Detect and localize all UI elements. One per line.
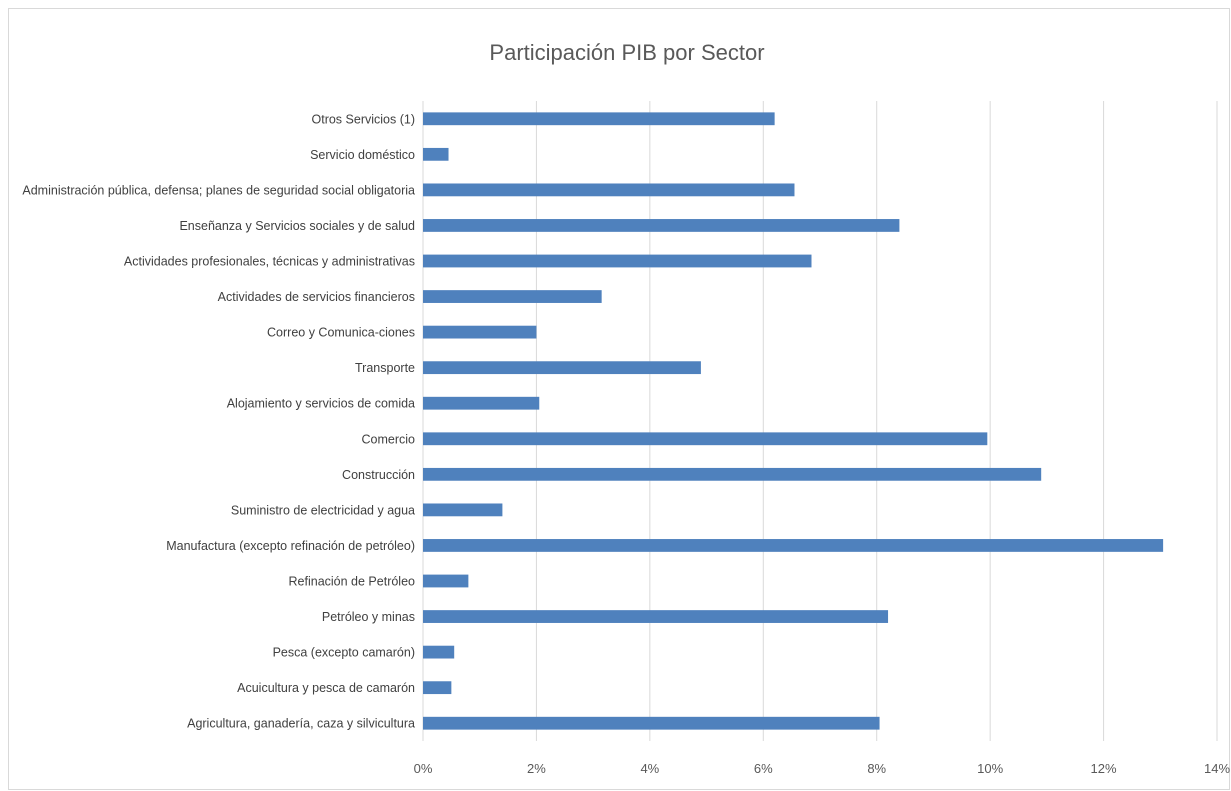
bar: [423, 574, 469, 588]
category-label: Servicio doméstico: [310, 148, 415, 162]
category-label: Alojamiento y servicios de comida: [227, 397, 415, 411]
category-label: Administración pública, defensa; planes …: [22, 183, 415, 197]
category-label: Transporte: [355, 361, 415, 375]
x-tick-label: 10%: [977, 761, 1003, 776]
x-tick-labels: 0% 2% 4% 6% 8% 10% 12% 14%: [414, 761, 1231, 776]
category-label: Actividades profesionales, técnicas y ad…: [124, 255, 415, 269]
category-labels: Otros Servicios (1) Servicio doméstico Adm…: [22, 112, 415, 730]
x-tick-label: 8%: [867, 761, 886, 776]
bar: [423, 112, 775, 126]
category-label: Acuicultura y pesca de camarón: [237, 681, 415, 695]
category-label: Agricultura, ganadería, caza y silvicult…: [187, 717, 415, 731]
category-label: Actividades de servicios financieros: [218, 290, 415, 304]
bar: [423, 539, 1164, 552]
bar: [423, 325, 537, 339]
chart-title: Participación PIB por Sector: [489, 40, 764, 65]
bar: [423, 396, 540, 410]
chart-canvas: Participación PIB por Sector Otros Servi…: [22, 40, 1231, 776]
bar: [423, 254, 812, 268]
category-label: Refinación de Petróleo: [289, 575, 416, 589]
bars-layer: [423, 112, 1164, 730]
category-label: Suministro de electricidad y agua: [231, 503, 415, 517]
bar: [423, 716, 880, 730]
chart-frame: Participación PIB por Sector Otros Servi…: [8, 8, 1230, 790]
grid-layer: [422, 101, 1218, 741]
bar: [423, 290, 602, 303]
category-label: Construcción: [342, 468, 415, 482]
category-label: Petróleo y minas: [322, 610, 415, 624]
x-tick-label: 4%: [640, 761, 659, 776]
bar: [423, 467, 1042, 481]
x-tick-label: 6%: [754, 761, 773, 776]
x-tick-label: 14%: [1204, 761, 1230, 776]
bar: [423, 183, 795, 197]
category-label: Comercio: [362, 432, 416, 446]
x-tick-label: 2%: [527, 761, 546, 776]
bar: [423, 219, 900, 232]
x-tick-label: 0%: [414, 761, 433, 776]
category-label: Correo y Comunica-ciones: [267, 326, 415, 340]
bar: [423, 681, 452, 695]
category-label: Enseñanza y Servicios sociales y de salu…: [179, 219, 415, 233]
bar: [423, 147, 449, 161]
bar: [423, 361, 701, 375]
category-label: Otros Servicios (1): [312, 112, 416, 126]
bar: [423, 645, 455, 659]
bar: [423, 432, 988, 446]
bar: [423, 503, 503, 517]
bar: [423, 610, 889, 623]
category-label: Manufactura (excepto refinación de petró…: [166, 539, 415, 553]
x-tick-label: 12%: [1091, 761, 1117, 776]
category-label: Pesca (excepto camarón): [273, 646, 415, 660]
